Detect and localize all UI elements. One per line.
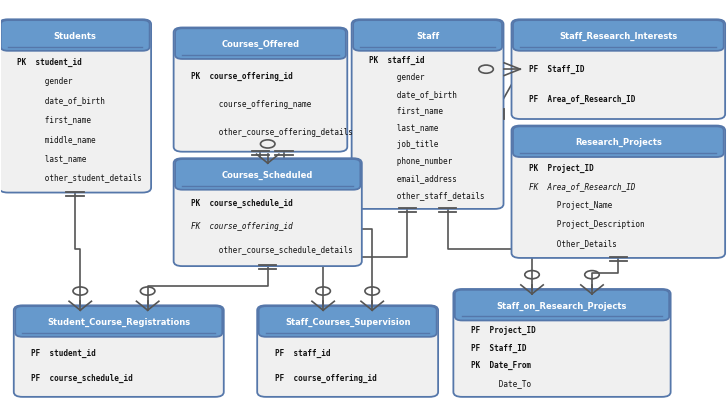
Text: first_name: first_name <box>369 106 443 115</box>
Text: email_address: email_address <box>369 174 457 183</box>
Text: PF  course_schedule_id: PF course_schedule_id <box>31 373 133 382</box>
Text: PK  Date_From: PK Date_From <box>471 360 531 369</box>
Text: course_offering_name: course_offering_name <box>191 100 312 109</box>
Text: Staff_on_Research_Projects: Staff_on_Research_Projects <box>496 301 628 310</box>
FancyBboxPatch shape <box>258 306 437 337</box>
Text: middle_name: middle_name <box>17 135 95 144</box>
Text: other_course_schedule_details: other_course_schedule_details <box>191 245 353 254</box>
FancyBboxPatch shape <box>14 306 223 397</box>
Text: PF  student_id: PF student_id <box>31 348 96 357</box>
FancyBboxPatch shape <box>0 20 151 193</box>
FancyBboxPatch shape <box>15 306 222 337</box>
FancyBboxPatch shape <box>173 159 362 266</box>
Text: Project_Name: Project_Name <box>529 201 612 210</box>
Text: PF  staff_id: PF staff_id <box>274 348 330 357</box>
Text: PF  Area_of_Research_ID: PF Area_of_Research_ID <box>529 94 636 103</box>
FancyBboxPatch shape <box>257 306 438 397</box>
FancyBboxPatch shape <box>352 20 504 209</box>
Text: Staff: Staff <box>416 32 439 41</box>
Text: last_name: last_name <box>17 154 86 163</box>
Text: PK  student_id: PK student_id <box>17 58 82 67</box>
Text: last_name: last_name <box>369 123 438 132</box>
FancyBboxPatch shape <box>1 21 150 52</box>
Text: Other_Details: Other_Details <box>529 238 617 247</box>
FancyBboxPatch shape <box>513 21 724 52</box>
FancyBboxPatch shape <box>454 289 670 397</box>
FancyBboxPatch shape <box>175 160 360 190</box>
Text: Research_Projects: Research_Projects <box>575 138 662 147</box>
Text: PK  course_schedule_id: PK course_schedule_id <box>191 199 293 208</box>
Text: PK  course_offering_id: PK course_offering_id <box>191 72 293 81</box>
Text: other_course_offering_details: other_course_offering_details <box>191 128 353 137</box>
Text: PF  Project_ID: PF Project_ID <box>471 325 536 334</box>
Text: phone_number: phone_number <box>369 157 452 166</box>
FancyBboxPatch shape <box>513 127 724 157</box>
Text: gender: gender <box>369 73 424 81</box>
Text: Student_Course_Registrations: Student_Course_Registrations <box>47 317 190 326</box>
Text: PF  Staff_ID: PF Staff_ID <box>471 343 526 352</box>
FancyBboxPatch shape <box>512 20 725 120</box>
Text: Courses_Offered: Courses_Offered <box>221 40 299 49</box>
Text: PF  Staff_ID: PF Staff_ID <box>529 65 585 74</box>
Text: FK  Area_of_Research_ID: FK Area_of_Research_ID <box>529 182 636 191</box>
Text: Project_Description: Project_Description <box>529 220 644 229</box>
Text: other_staff_details: other_staff_details <box>369 191 485 200</box>
FancyBboxPatch shape <box>512 126 725 258</box>
Text: Students: Students <box>54 32 97 41</box>
Text: PK  staff_id: PK staff_id <box>369 56 424 65</box>
Text: Staff_Courses_Supervision: Staff_Courses_Supervision <box>285 317 411 326</box>
Text: job_title: job_title <box>369 140 438 149</box>
Text: PK  Project_ID: PK Project_ID <box>529 163 594 172</box>
FancyBboxPatch shape <box>455 290 669 321</box>
Text: Staff_Research_Interests: Staff_Research_Interests <box>559 32 678 41</box>
Text: FK  course_offering_id: FK course_offering_id <box>191 222 293 231</box>
Text: date_of_birth: date_of_birth <box>17 96 105 105</box>
Text: PF  course_offering_id: PF course_offering_id <box>274 373 376 382</box>
FancyBboxPatch shape <box>175 29 346 60</box>
Text: date_of_birth: date_of_birth <box>369 90 457 99</box>
Text: Courses_Scheduled: Courses_Scheduled <box>222 171 314 180</box>
Text: other_student_details: other_student_details <box>17 173 141 182</box>
Text: Date_To: Date_To <box>471 378 531 387</box>
Text: first_name: first_name <box>17 115 91 124</box>
FancyBboxPatch shape <box>173 28 347 152</box>
Text: gender: gender <box>17 77 72 86</box>
FancyBboxPatch shape <box>353 21 502 52</box>
